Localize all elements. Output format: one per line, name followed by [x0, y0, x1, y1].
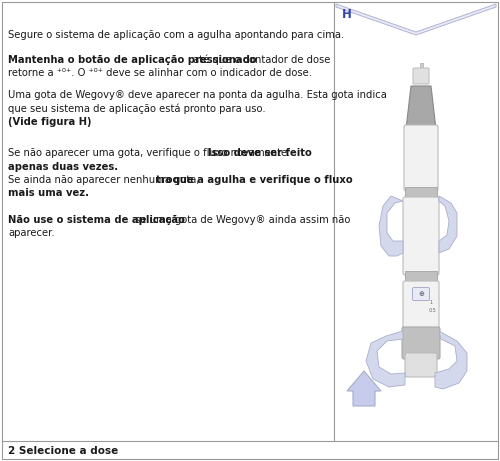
- Text: até que o contador de dose: até que o contador de dose: [190, 55, 330, 65]
- Text: se uma gota de Wegovy® ainda assim não: se uma gota de Wegovy® ainda assim não: [132, 215, 350, 225]
- FancyBboxPatch shape: [403, 281, 439, 333]
- Text: retorne a ⁺⁰⁺. O ⁺⁰⁺ deve se alinhar com o indicador de dose.: retorne a ⁺⁰⁺. O ⁺⁰⁺ deve se alinhar com…: [8, 69, 312, 78]
- Bar: [405, 271, 437, 285]
- Text: apenas duas vezes.: apenas duas vezes.: [8, 161, 118, 171]
- Text: 0.5: 0.5: [429, 308, 437, 313]
- Text: que seu sistema de aplicação está pronto para uso.: que seu sistema de aplicação está pronto…: [8, 104, 266, 114]
- Text: mais uma vez.: mais uma vez.: [8, 189, 89, 199]
- Text: Mantenha o botão de aplicação pressionado: Mantenha o botão de aplicação pressionad…: [8, 55, 256, 65]
- Text: Se ainda não aparecer nenhuma gota,: Se ainda não aparecer nenhuma gota,: [8, 175, 202, 185]
- FancyBboxPatch shape: [412, 288, 430, 301]
- FancyBboxPatch shape: [413, 68, 429, 84]
- FancyBboxPatch shape: [405, 353, 437, 377]
- FancyBboxPatch shape: [403, 197, 439, 275]
- Text: H: H: [342, 8, 352, 21]
- Bar: [420, 63, 422, 71]
- Text: troque a agulha e verifique o fluxo: troque a agulha e verifique o fluxo: [156, 175, 352, 185]
- Text: Uma gota de Wegovy® deve aparecer na ponta da agulha. Esta gota indica: Uma gota de Wegovy® deve aparecer na pon…: [8, 90, 387, 100]
- Polygon shape: [336, 4, 496, 35]
- FancyBboxPatch shape: [404, 125, 438, 191]
- Text: Se não aparecer uma gota, verifique o fluxo novamente.: Se não aparecer uma gota, verifique o fl…: [8, 148, 294, 158]
- Text: 1: 1: [429, 301, 432, 306]
- Text: Isso deve ser feito: Isso deve ser feito: [208, 148, 312, 158]
- Text: Não use o sistema de aplicação: Não use o sistema de aplicação: [8, 215, 185, 225]
- Bar: [405, 187, 437, 201]
- FancyBboxPatch shape: [402, 327, 440, 359]
- FancyArrow shape: [347, 371, 381, 406]
- Text: Segure o sistema de aplicação com a agulha apontando para cima.: Segure o sistema de aplicação com a agul…: [8, 30, 344, 40]
- Polygon shape: [406, 86, 436, 129]
- Text: aparecer.: aparecer.: [8, 229, 54, 238]
- Polygon shape: [439, 196, 457, 253]
- Polygon shape: [366, 331, 405, 387]
- Text: (Vide figura H): (Vide figura H): [8, 117, 91, 127]
- Polygon shape: [379, 196, 403, 256]
- Polygon shape: [435, 331, 467, 389]
- Text: ⊕: ⊕: [418, 291, 424, 297]
- Text: 2 Selecione a dose: 2 Selecione a dose: [8, 446, 118, 456]
